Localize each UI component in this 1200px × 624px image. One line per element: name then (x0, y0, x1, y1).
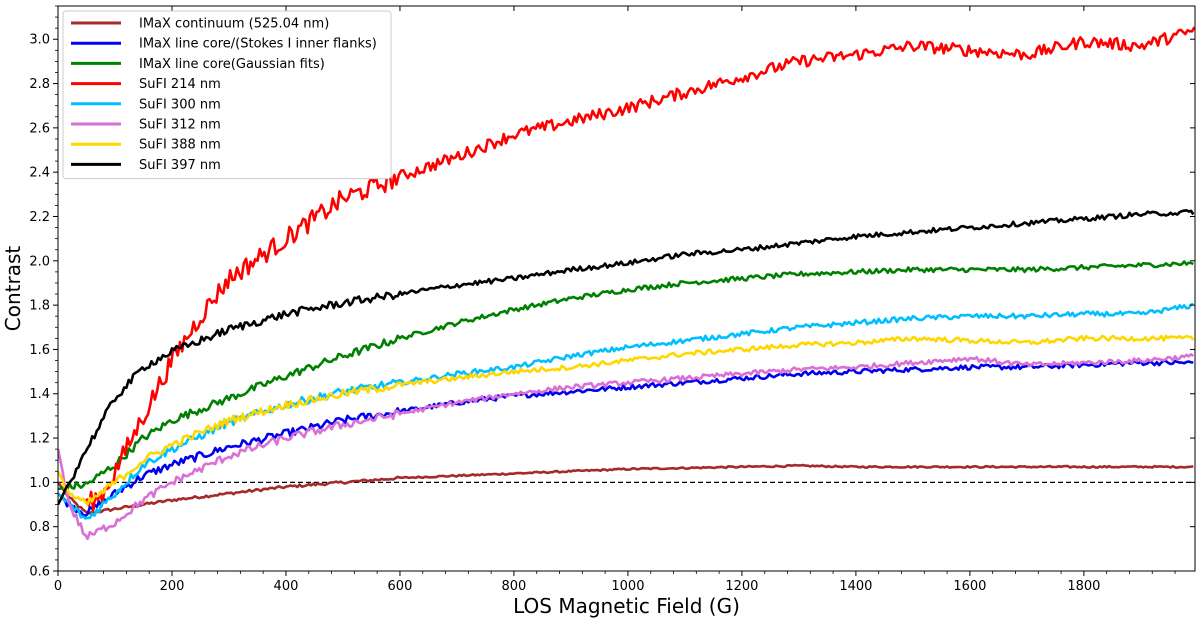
y-tick-label: 0.6 (29, 565, 50, 580)
x-tick-label: 0 (54, 579, 62, 594)
series-line-7 (58, 334, 1195, 506)
series-line-1 (58, 463, 1194, 515)
series-line-5 (58, 302, 1194, 520)
y-axis-label: Contrast (1, 246, 25, 332)
series-line-2 (58, 359, 1194, 517)
legend-entry-label: SuFI 214 nm (139, 77, 221, 92)
legend-entry-label: IMaX continuum (525.04 nm) (139, 17, 329, 32)
plot-frame (57, 5, 1196, 572)
legend: IMaX continuum (525.04 nm) IMaX line core… (62, 10, 392, 180)
y-tick-label: 2.6 (29, 121, 50, 136)
y-tick-label: 2.2 (29, 210, 50, 225)
series-line-6 (58, 353, 1195, 541)
y-tick-label: 1.6 (29, 343, 50, 358)
axis-layer: 0 200 400 600 800 1000 1200 1400 1600 1800 0.6 0.8 1… (29, 5, 1196, 594)
x-tick-label: 600 (388, 579, 413, 594)
legend-entry-label: SuFI 388 nm (139, 138, 221, 153)
y-tick-label: 1.2 (29, 432, 50, 447)
y-tick-label: 0.8 (29, 520, 50, 535)
y-tick-label: 1.0 (29, 476, 50, 491)
legend-box (62, 10, 392, 180)
x-tick-label: 1800 (1067, 579, 1100, 594)
legend-entry-label: IMaX line core/(Stokes I inner flanks) (139, 37, 377, 52)
series-layer (58, 26, 1195, 541)
y-tick-label: 2.4 (29, 166, 50, 181)
x-tick-label: 200 (160, 579, 185, 594)
x-tick-label: 800 (502, 579, 527, 594)
x-tick-label: 1600 (953, 579, 986, 594)
x-tick-label: 1200 (725, 579, 758, 594)
y-tick-label: 2.0 (29, 254, 50, 269)
y-tick-label: 1.4 (29, 387, 50, 402)
x-axis-label: LOS Magnetic Field (G) (513, 594, 740, 618)
y-tick-label: 1.8 (29, 299, 50, 314)
series-line-4 (85, 26, 1195, 512)
legend-entry-label: SuFI 300 nm (139, 97, 221, 112)
x-tick-label: 1400 (839, 579, 872, 594)
y-tick-label: 3.0 (29, 33, 50, 48)
y-tick-label: 2.8 (29, 77, 50, 92)
x-tick-label: 1000 (611, 579, 644, 594)
x-tick-label: 400 (274, 579, 299, 594)
legend-entry-label: IMaX line core(Gaussian fits) (139, 57, 325, 72)
series-line-8 (58, 209, 1195, 506)
legend-entry-label: SuFI 397 nm (139, 158, 221, 173)
series-line-3 (58, 260, 1194, 492)
legend-entry-label: SuFI 312 nm (139, 118, 221, 133)
